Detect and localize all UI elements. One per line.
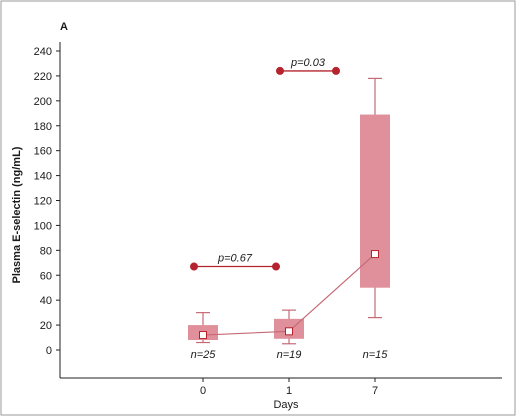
y-tick-label: 140 — [34, 171, 52, 183]
comparison-endpoint — [332, 66, 340, 75]
center-marker — [371, 250, 379, 259]
x-tick-label: 7 — [372, 385, 378, 397]
y-axis-label: Plasma E-selectin (ng/mL) — [11, 146, 23, 283]
comparison-endpoint — [190, 262, 198, 271]
p-value-label: p=0.67 — [217, 253, 253, 265]
center-marker — [199, 331, 207, 340]
plot-marks: n=25 n=19 n=15 p=0.67 p=0.03 — [188, 57, 390, 361]
y-tick-label: 160 — [34, 146, 52, 158]
axes: 0 20 40 60 80 100 120 140 160 180 200 220 240 0 1 7 — [34, 42, 502, 397]
x-tick-label: 0 — [200, 385, 206, 397]
p-value-label: p=0.03 — [290, 57, 326, 69]
y-tick-label: 200 — [34, 96, 52, 108]
y-tick-label: 240 — [34, 46, 52, 58]
y-tick-label: 0 — [46, 345, 52, 357]
y-tick-label: 180 — [34, 121, 52, 133]
y-tick-label: 40 — [40, 295, 52, 307]
x-tick-label: 1 — [286, 385, 292, 397]
y-tick-label: 100 — [34, 220, 52, 232]
center-marker — [285, 327, 293, 336]
x-axis-label: Days — [273, 399, 299, 411]
box — [360, 114, 390, 288]
panel-label: A — [60, 21, 68, 33]
y-tick-label: 120 — [34, 196, 52, 208]
y-tick-label: 60 — [40, 270, 52, 282]
n-label: n=25 — [191, 349, 217, 361]
y-tick-label: 80 — [40, 245, 52, 257]
n-label: n=19 — [277, 349, 302, 361]
comparison-endpoint — [276, 66, 284, 75]
n-label: n=15 — [363, 349, 389, 361]
y-tick-label: 220 — [34, 71, 52, 83]
y-tick-label: 20 — [40, 320, 52, 332]
comparison-endpoint — [272, 262, 280, 271]
